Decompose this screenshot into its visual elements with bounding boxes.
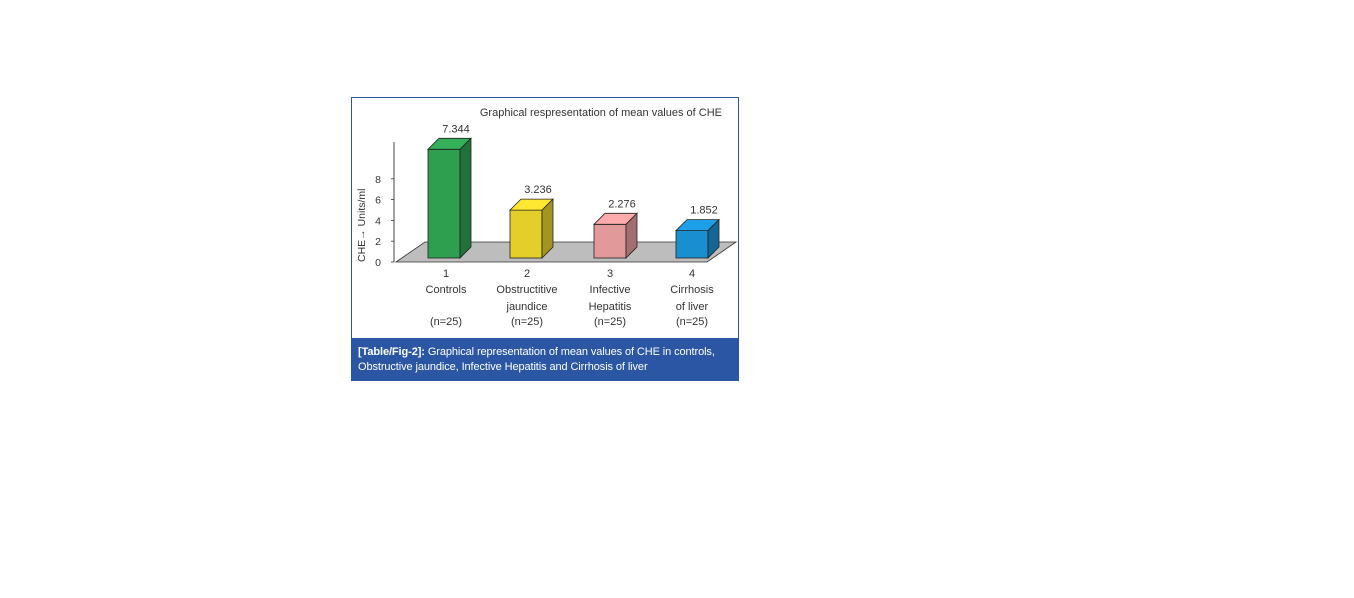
y-tick-label: 2 (375, 236, 381, 248)
caption-text: Graphical representation of mean values … (358, 346, 715, 373)
y-axis: 0 2 4 6 8 (375, 142, 395, 269)
category-n: (n=25) (594, 316, 626, 328)
category-label-line2: of liver (676, 301, 709, 313)
y-tick-label: 0 (375, 257, 381, 269)
bar-side (541, 198, 554, 259)
category-label-line2: Hepatitis (589, 301, 632, 313)
y-tick-label: 8 (375, 174, 381, 186)
x-category-3: 3 Infective Hepatitis (n=25) (589, 268, 632, 328)
figure: Graphical respresentation of mean values… (351, 97, 739, 381)
floor-plane (394, 241, 738, 263)
bar-front (509, 209, 543, 259)
bar-3: 2.276 (593, 198, 638, 259)
figure-caption: [Table/Fig-2]: Graphical representation … (352, 338, 738, 380)
bar-side (625, 212, 638, 259)
x-category-2: 2 Obstructitive jaundice (n=25) (496, 268, 557, 328)
x-category-4: 4 Cirrhosis of liver (n=25) (670, 268, 714, 328)
category-number: 3 (607, 268, 613, 280)
bar-front (675, 230, 709, 259)
bar-side (459, 137, 472, 259)
category-label-line2: jaundice (506, 301, 548, 313)
category-number: 4 (689, 268, 695, 280)
bar-4: 1.852 (675, 205, 720, 259)
category-n: (n=25) (511, 316, 543, 328)
bar-value-label: 7.344 (442, 123, 470, 135)
caption-label: [Table/Fig-2]: (358, 346, 425, 358)
bar-1: 7.344 (427, 123, 472, 259)
bar-side (707, 218, 720, 259)
x-axis-labels: 1 Controls (n=25) 2 Obstructitive jaundice (n=… (426, 268, 715, 328)
bar-2: 3.236 (509, 184, 554, 259)
chart-floor (394, 241, 738, 263)
bar-value-label: 1.852 (690, 205, 718, 217)
category-label: Infective (590, 284, 631, 296)
category-n: (n=25) (676, 316, 708, 328)
x-category-1: 1 Controls (n=25) (426, 268, 467, 328)
che-bar-chart: Graphical respresentation of mean values… (356, 107, 738, 328)
category-number: 1 (443, 268, 449, 280)
category-n: (n=25) (430, 316, 462, 328)
category-number: 2 (524, 268, 530, 280)
bar-front (593, 223, 627, 259)
y-axis-label: CHE→ Units/ml (356, 188, 368, 262)
y-tick-label: 4 (375, 215, 381, 227)
bars-group: 7.344 3.236 2.276 1.852 (427, 123, 720, 259)
category-label: Obstructitive (496, 284, 557, 296)
bar-value-label: 3.236 (524, 184, 552, 196)
chart-title: Graphical respresentation of mean values… (480, 107, 722, 119)
category-label: Cirrhosis (670, 284, 714, 296)
bar-front (427, 148, 461, 259)
bar-value-label: 2.276 (608, 198, 636, 210)
y-tick-label: 6 (375, 195, 381, 207)
category-label: Controls (426, 284, 467, 296)
